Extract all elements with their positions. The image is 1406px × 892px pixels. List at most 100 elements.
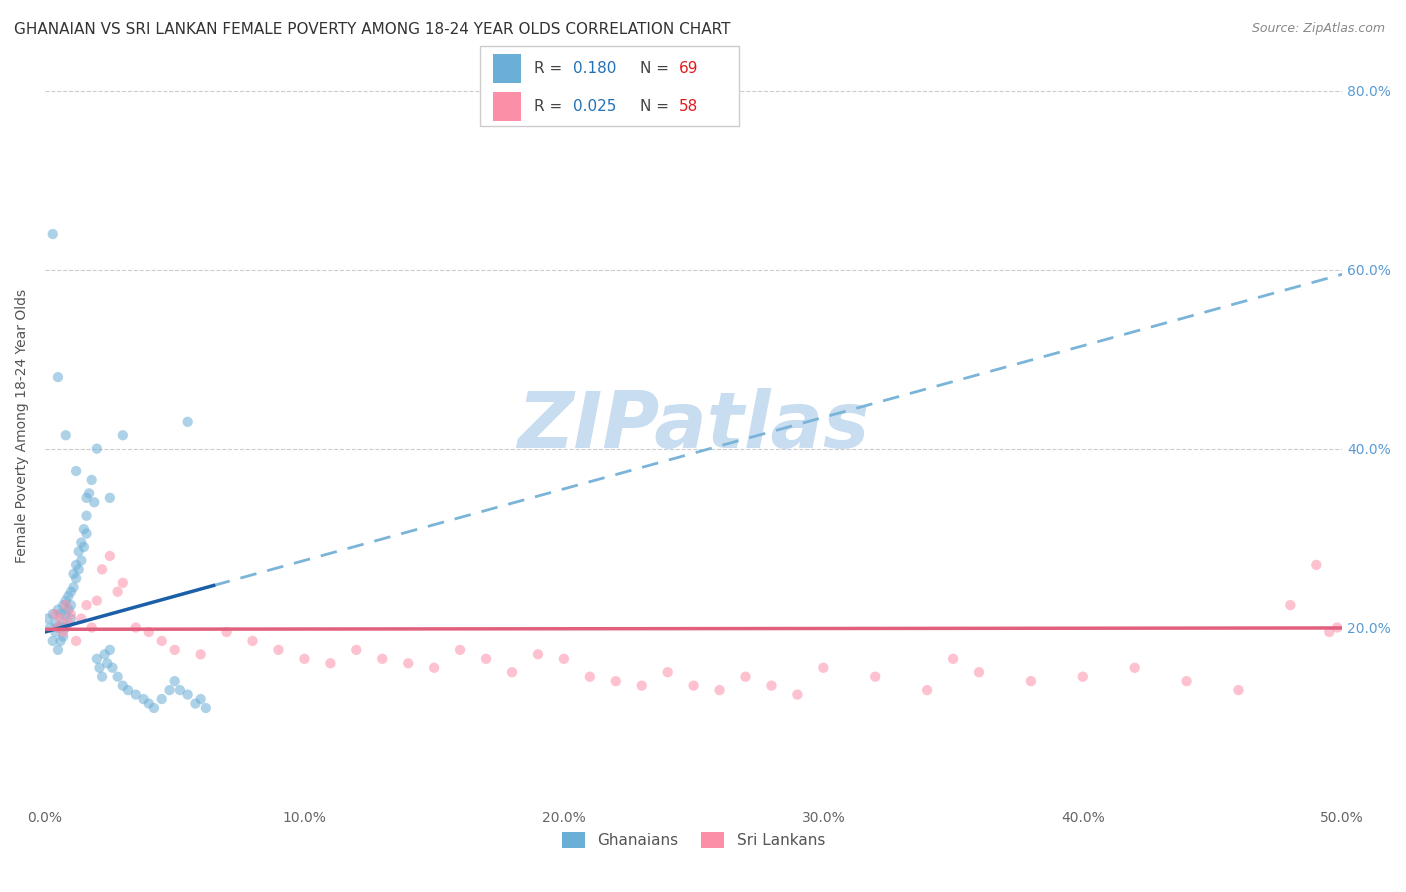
Point — [67, 544, 90, 558]
Point — [605, 674, 627, 689]
Point — [55, 620, 77, 634]
Point — [101, 661, 124, 675]
Text: R =: R = — [534, 61, 567, 76]
FancyBboxPatch shape — [492, 54, 522, 83]
Point — [80, 473, 103, 487]
Point — [93, 648, 115, 662]
Point — [142, 701, 165, 715]
Point — [52, 598, 75, 612]
Point — [579, 670, 602, 684]
Point — [37, 611, 59, 625]
Point — [52, 630, 75, 644]
Point — [132, 692, 155, 706]
Point — [98, 643, 121, 657]
Point — [44, 624, 66, 639]
Point — [46, 643, 69, 657]
Point — [73, 540, 96, 554]
Point — [58, 615, 80, 630]
Point — [1326, 620, 1348, 634]
Point — [58, 589, 80, 603]
Point — [657, 665, 679, 680]
Point — [294, 652, 316, 666]
Point — [76, 508, 98, 523]
Point — [150, 634, 173, 648]
Point — [59, 598, 82, 612]
Point — [42, 607, 65, 621]
Point — [190, 692, 212, 706]
Legend: Ghanaians, Sri Lankans: Ghanaians, Sri Lankans — [554, 824, 832, 855]
Text: 58: 58 — [679, 99, 699, 113]
Point — [163, 674, 186, 689]
Point — [138, 697, 160, 711]
Text: R =: R = — [534, 99, 567, 113]
Text: N =: N = — [640, 61, 675, 76]
Point — [70, 535, 93, 549]
Point — [76, 598, 98, 612]
FancyBboxPatch shape — [492, 92, 522, 120]
Point — [475, 652, 498, 666]
Point — [86, 442, 108, 456]
Point — [70, 553, 93, 567]
Point — [159, 683, 181, 698]
Point — [215, 624, 238, 639]
Point — [150, 692, 173, 706]
Point — [52, 615, 75, 630]
Point — [682, 679, 704, 693]
Point — [107, 670, 129, 684]
Point — [39, 620, 62, 634]
Point — [46, 370, 69, 384]
Point — [59, 611, 82, 625]
Point — [942, 652, 965, 666]
Point — [267, 643, 290, 657]
Point — [176, 688, 198, 702]
Point — [83, 495, 105, 509]
Point — [65, 634, 87, 648]
Point — [98, 549, 121, 563]
Point — [46, 620, 69, 634]
Point — [1317, 624, 1340, 639]
Point — [734, 670, 756, 684]
Point — [190, 648, 212, 662]
Point — [1019, 674, 1042, 689]
Point — [44, 615, 66, 630]
Point — [65, 558, 87, 572]
Point — [117, 683, 139, 698]
Point — [62, 566, 84, 581]
Point — [194, 701, 217, 715]
Point — [42, 634, 65, 648]
Point — [111, 679, 134, 693]
Point — [52, 624, 75, 639]
Point — [125, 688, 148, 702]
Point — [813, 661, 835, 675]
Text: N =: N = — [640, 99, 675, 113]
Point — [89, 661, 111, 675]
Point — [96, 657, 118, 671]
Text: GHANAIAN VS SRI LANKAN FEMALE POVERTY AMONG 18-24 YEAR OLDS CORRELATION CHART: GHANAIAN VS SRI LANKAN FEMALE POVERTY AM… — [14, 22, 731, 37]
Point — [91, 670, 114, 684]
Point — [967, 665, 990, 680]
Point — [62, 580, 84, 594]
Point — [70, 611, 93, 625]
Point — [49, 634, 72, 648]
Point — [865, 670, 887, 684]
Text: 0.180: 0.180 — [574, 61, 616, 76]
Point — [1305, 558, 1327, 572]
Point — [709, 683, 731, 698]
Point — [1123, 661, 1146, 675]
Point — [527, 648, 550, 662]
Text: 0.025: 0.025 — [574, 99, 616, 113]
Point — [1071, 670, 1094, 684]
Point — [59, 584, 82, 599]
Point — [55, 607, 77, 621]
Point — [80, 620, 103, 634]
Point — [630, 679, 652, 693]
Point — [786, 688, 808, 702]
Point — [396, 657, 419, 671]
Point — [55, 428, 77, 442]
Point — [67, 562, 90, 576]
Point — [49, 611, 72, 625]
Point — [91, 562, 114, 576]
Point — [761, 679, 783, 693]
Point — [65, 571, 87, 585]
Point — [449, 643, 471, 657]
